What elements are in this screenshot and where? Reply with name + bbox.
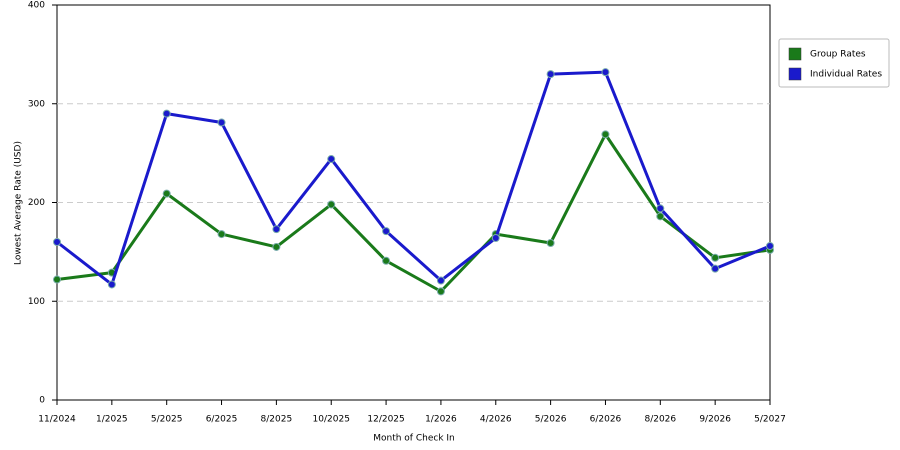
y-tick-label: 200	[28, 198, 45, 208]
x-axis-label: Month of Check In	[373, 434, 455, 444]
data-point	[162, 189, 171, 198]
data-point	[217, 118, 226, 127]
data-point	[436, 287, 445, 296]
data-point	[601, 68, 610, 77]
y-tick-label: 0	[39, 396, 45, 406]
series-line	[56, 70, 771, 286]
data-point	[382, 227, 391, 236]
data-point	[436, 276, 445, 285]
data-point	[272, 242, 281, 251]
y-axis-label: Lowest Average Rate (USD)	[14, 141, 24, 265]
legend-label: Individual Rates	[810, 70, 882, 80]
x-tick-label: 6/2026	[590, 415, 622, 425]
y-tick-label: 400	[28, 1, 45, 11]
x-tick-label: 5/2027	[754, 415, 786, 425]
data-point	[491, 234, 500, 243]
data-point	[272, 225, 281, 234]
data-point	[327, 155, 336, 164]
data-point	[711, 264, 720, 273]
data-point	[107, 280, 116, 289]
series-line	[56, 132, 771, 293]
data-point	[711, 253, 720, 262]
x-tick-label: 9/2026	[699, 415, 731, 425]
legend-swatch	[788, 67, 802, 81]
data-point	[601, 130, 610, 139]
x-tick-label: 8/2025	[261, 415, 293, 425]
data-point	[162, 109, 171, 118]
data-point	[217, 230, 226, 239]
x-tick-label: 12/2025	[367, 415, 404, 425]
data-point	[766, 241, 774, 250]
x-tick-label: 5/2026	[535, 415, 567, 425]
x-tick-label: 1/2026	[425, 415, 457, 425]
data-point	[656, 204, 665, 213]
legend-box	[778, 38, 890, 88]
plot-area	[56, 4, 771, 401]
y-tick-label: 300	[28, 99, 45, 109]
data-point	[53, 275, 61, 284]
data-point	[656, 212, 665, 221]
x-tick-label: 5/2025	[151, 415, 183, 425]
x-tick-label: 11/2024	[38, 415, 76, 425]
y-tick-label: 100	[28, 297, 45, 307]
x-tick-label: 1/2025	[96, 415, 128, 425]
x-tick-label: 6/2025	[206, 415, 238, 425]
data-point	[53, 238, 61, 246]
data-point	[546, 238, 555, 247]
data-point	[546, 70, 555, 79]
data-point	[382, 256, 391, 265]
data-point	[327, 200, 336, 209]
x-tick-label: 4/2026	[480, 415, 512, 425]
x-tick-label: 10/2025	[313, 415, 350, 425]
x-tick-label: 8/2026	[644, 415, 676, 425]
legend-swatch	[788, 47, 802, 61]
legend-label: Group Rates	[810, 50, 866, 60]
